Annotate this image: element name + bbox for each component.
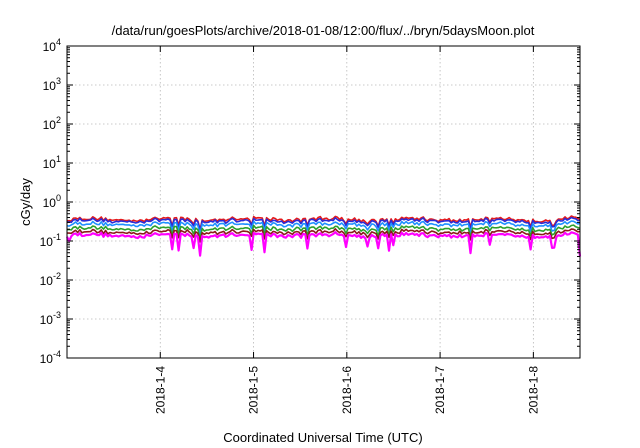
y-tick-label: 10-2 <box>40 271 61 288</box>
y-tick-label: 10-4 <box>40 349 61 366</box>
x-axis: 2018-1-4 2018-1-5 2018-1-6 2018-1-7 2018-1-8 <box>153 46 540 414</box>
y-tick-label: 10-3 <box>40 310 61 327</box>
y-tick-label: 104 <box>43 37 61 54</box>
y-tick-label: 100 <box>43 193 61 210</box>
x-tick-label: 2018-1-6 <box>340 366 354 414</box>
series-line <box>66 224 581 240</box>
x-axis-label: Coordinated Universal Time (UTC) <box>223 430 422 445</box>
series-line <box>67 228 581 243</box>
series-line <box>66 215 581 231</box>
chart-title: /data/run/goesPlots/archive/2018-01-08/1… <box>112 23 535 38</box>
x-tick-label: 2018-1-8 <box>526 366 540 414</box>
y-tick-label: 10-1 <box>40 232 61 249</box>
series-line <box>66 231 582 257</box>
grid <box>67 45 580 359</box>
y-axis-label: cGy/day <box>18 178 33 226</box>
y-tick-label: 101 <box>43 154 61 171</box>
x-tick-label: 2018-1-4 <box>153 366 167 414</box>
y-axis: 10-4 10-3 10-2 10-1 100 101 102 103 104 <box>40 37 580 366</box>
series-line <box>66 220 581 235</box>
series-layer <box>66 215 582 257</box>
x-tick-label: 2018-1-5 <box>247 366 261 414</box>
x-tick-label: 2018-1-7 <box>433 366 447 414</box>
series-line <box>66 216 581 233</box>
y-tick-label: 102 <box>43 115 61 132</box>
y-tick-label: 103 <box>43 76 61 93</box>
